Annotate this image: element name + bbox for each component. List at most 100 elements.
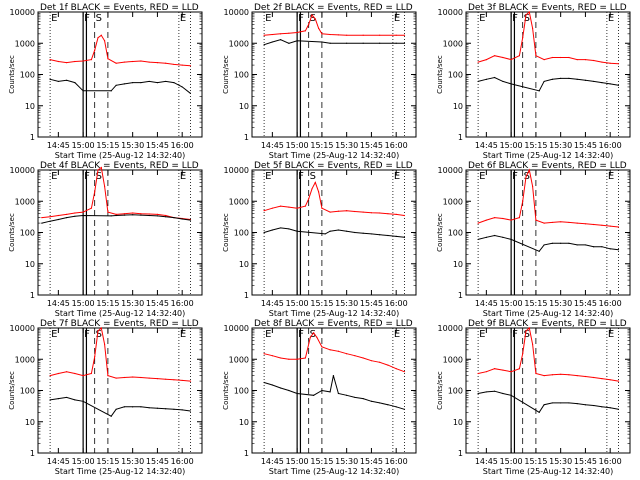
lld-series-point [502,369,504,371]
events-series-point [538,250,540,252]
events-series-point [57,398,59,400]
events-series-point [477,392,479,395]
plot-frame [37,327,203,454]
events-series-point [132,82,134,84]
x-tick-label: 15:15 [310,299,333,308]
events-series-point [403,42,406,44]
y-tick-label: 1 [458,449,463,458]
y-tick-label: 100 [20,229,35,238]
x-tick-label: 16:00 [385,141,408,150]
x-axis-label: Start Time (25-Aug-12 14:32:40) [269,151,400,160]
lld-series-point [395,213,397,215]
lld-series [477,168,619,228]
events-series-point [346,394,348,396]
events-series-point [494,390,496,392]
lld-series-point [107,374,109,377]
events-series-point [156,82,159,84]
events-series-point [617,408,620,410]
lld-series-point [362,211,364,213]
events-series-point [324,233,326,235]
events-series-point [296,230,298,232]
lld-series-point [123,213,126,215]
plot-frame [465,327,631,454]
lld-series-point [148,377,150,379]
y-tick-label: 10 [453,260,463,269]
lld-series-point [173,379,175,381]
marker-label: E [265,13,271,24]
x-tick-label: 14:45 [47,299,70,308]
lld-series-point [66,62,68,64]
y-tick-label: 100 [234,71,249,80]
lld-series-point [617,63,620,65]
lld-series-point [57,214,59,217]
events-series [263,375,405,410]
events-series [263,39,405,46]
y-tick-label: 1000 [229,197,249,206]
events-series-point [362,42,364,44]
lld-series-point [609,225,611,227]
events-series-point [288,389,290,392]
events-series-point [140,406,142,408]
lld-series-point [156,213,159,215]
x-tick-label: 15:00 [500,299,523,308]
events-series-point [370,233,373,235]
events-series-point [181,218,183,220]
events-series-point [57,80,59,83]
x-tick-label: 15:30 [549,457,572,466]
plot-frame [251,169,417,296]
events-series-point [362,398,364,400]
x-tick-label: 14:45 [475,457,498,466]
lld-series-point [288,32,290,34]
x-tick-label: 15:45 [360,141,383,150]
events-series-point [543,80,545,83]
marker-label: E [479,171,485,182]
y-tick-label: 1000 [443,197,463,206]
lld-series-point [568,374,570,376]
lld-series-point [560,56,562,59]
events-series-point [313,394,315,396]
events-series-point [494,76,496,79]
events-series-point [485,391,487,393]
lld-series-point [94,191,96,193]
x-tick-label: 16:00 [171,299,194,308]
events-series-point [354,396,356,399]
x-tick-label: 15:15 [310,141,333,150]
x-tick-label: 16:00 [171,457,194,466]
y-tick-label: 100 [20,71,35,80]
lld-series-point [140,60,142,62]
lld-series-point [304,205,306,207]
panel-title: Det 9f BLACK = Events, RED = LLD [468,319,627,329]
lld-series-point [560,221,562,223]
lld-series-point [551,221,554,224]
lld-series-point [403,34,406,36]
y-axis-label: Counts/sec [222,213,230,252]
marker-label: E [265,171,271,182]
marker-label: F [84,171,90,182]
events-series-point [165,408,167,410]
y-tick-label: 10000 [224,324,249,333]
x-tick-label: 16:00 [599,457,622,466]
marker-label: E [479,13,485,24]
x-axis-label: Start Time (25-Aug-12 14:32:40) [269,467,400,476]
lld-series-point [94,49,96,51]
events-series-point [173,216,175,219]
y-axis-label: Counts/sec [222,55,230,94]
lld-series-point [103,343,106,345]
lld-series-point [49,374,51,377]
lld-series-point [271,33,273,36]
y-tick-label: 1 [458,133,463,142]
events-series-point [74,215,76,217]
lld-series-point [609,62,611,64]
x-tick-label: 15:45 [146,141,169,150]
y-tick-label: 10 [453,418,463,427]
lld-series-point [593,59,595,62]
x-tick-label: 15:15 [310,457,333,466]
events-series-point [296,392,298,395]
events-series-point [132,406,134,408]
lld-series-point [601,378,603,380]
events-series-point [543,404,545,406]
lld-series-point [311,188,313,190]
x-tick-label: 16:00 [171,141,194,150]
